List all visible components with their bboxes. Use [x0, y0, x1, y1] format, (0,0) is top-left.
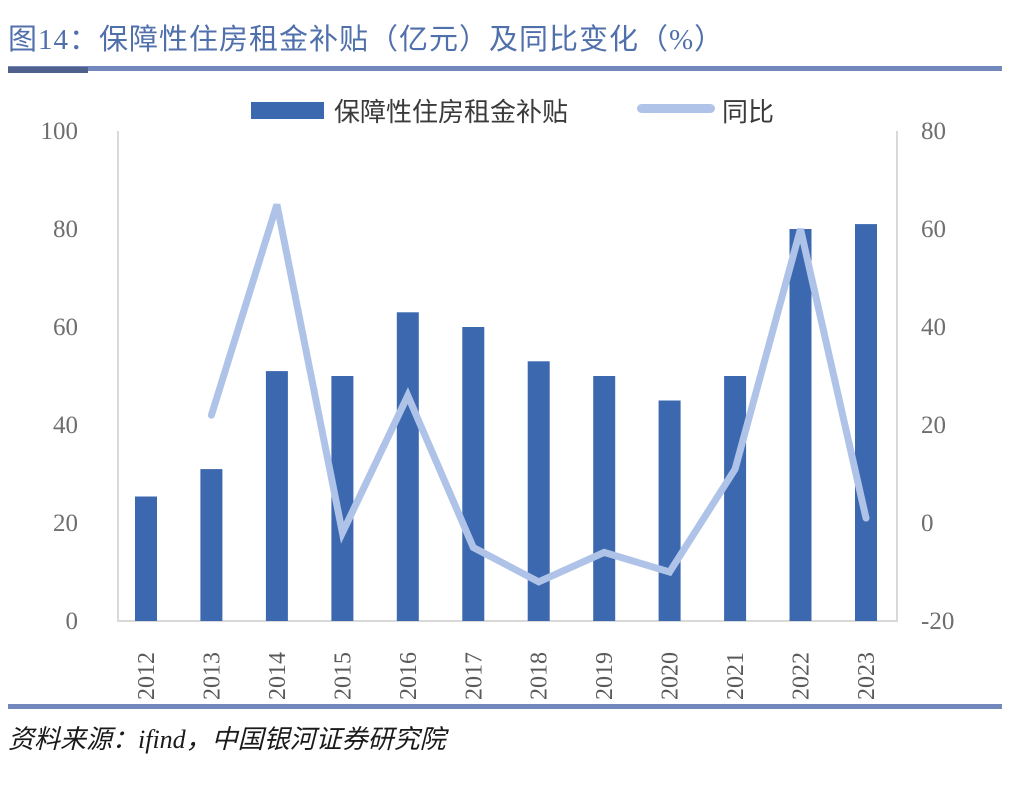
right-axis-tick: 60 — [921, 216, 946, 243]
x-axis-label-2012: 2012 — [134, 652, 160, 700]
x-axis-label-2013: 2013 — [199, 652, 225, 700]
bar-2015 — [331, 376, 354, 621]
bar-2020 — [658, 400, 681, 621]
right-axis-tick: 20 — [921, 412, 946, 439]
x-axis-label-2022: 2022 — [789, 652, 815, 700]
right-axis-tick: -20 — [921, 608, 954, 635]
left-axis-tick: 40 — [53, 412, 78, 439]
bar-2014 — [265, 371, 288, 621]
top-divider — [8, 66, 1002, 71]
x-axis-label-2021: 2021 — [723, 652, 749, 700]
yoy-line — [207, 203, 870, 586]
bar-2021 — [724, 376, 747, 621]
figure-title: 图14：保障性住房租金补贴（亿元）及同比变化（%） — [8, 24, 725, 56]
bar-2022 — [789, 229, 812, 621]
x-axis-label-2020: 2020 — [658, 652, 684, 700]
legend-line-swatch — [637, 104, 715, 113]
left-axis-tick: 80 — [53, 216, 78, 243]
legend-bar-label: 保障性住房租金补贴 — [334, 98, 569, 127]
left-axis-tick: 20 — [53, 510, 78, 537]
bar-2019 — [593, 376, 616, 621]
bar-2013 — [200, 469, 223, 621]
x-axis-label-2017: 2017 — [461, 652, 487, 700]
bar-2012 — [135, 496, 157, 621]
axis-frame — [117, 131, 898, 622]
x-axis-label-2018: 2018 — [527, 652, 553, 700]
x-axis-label-2016: 2016 — [396, 652, 422, 700]
bar-2017 — [462, 327, 485, 621]
bar-2023 — [855, 224, 877, 621]
top-divider-accent — [8, 67, 88, 73]
right-axis-tick: 80 — [921, 118, 946, 145]
right-axis-tick: 0 — [921, 510, 934, 537]
x-axis-label-2019: 2019 — [592, 652, 618, 700]
x-axis-label-2023: 2023 — [854, 652, 880, 700]
combo-chart: 0 20 40 60 80 100 -20 0 20 40 60 80 2012 2013 2014 2015… — [41, 118, 955, 700]
right-axis-tick: 40 — [921, 314, 946, 341]
x-axis-label-2014: 2014 — [265, 652, 291, 700]
left-axis-tick: 100 — [41, 118, 79, 145]
legend-line-label: 同比 — [722, 98, 775, 127]
bar-2016 — [396, 312, 419, 621]
source-note: 资料来源：ifind，中国银河证券研究院 — [8, 725, 446, 754]
bottom-divider — [8, 704, 1002, 709]
legend-bar-swatch — [251, 102, 324, 119]
left-axis-tick: 60 — [53, 314, 78, 341]
x-axis-label-2015: 2015 — [330, 652, 356, 700]
bar-2018 — [527, 361, 550, 621]
left-axis-tick: 0 — [66, 608, 79, 635]
